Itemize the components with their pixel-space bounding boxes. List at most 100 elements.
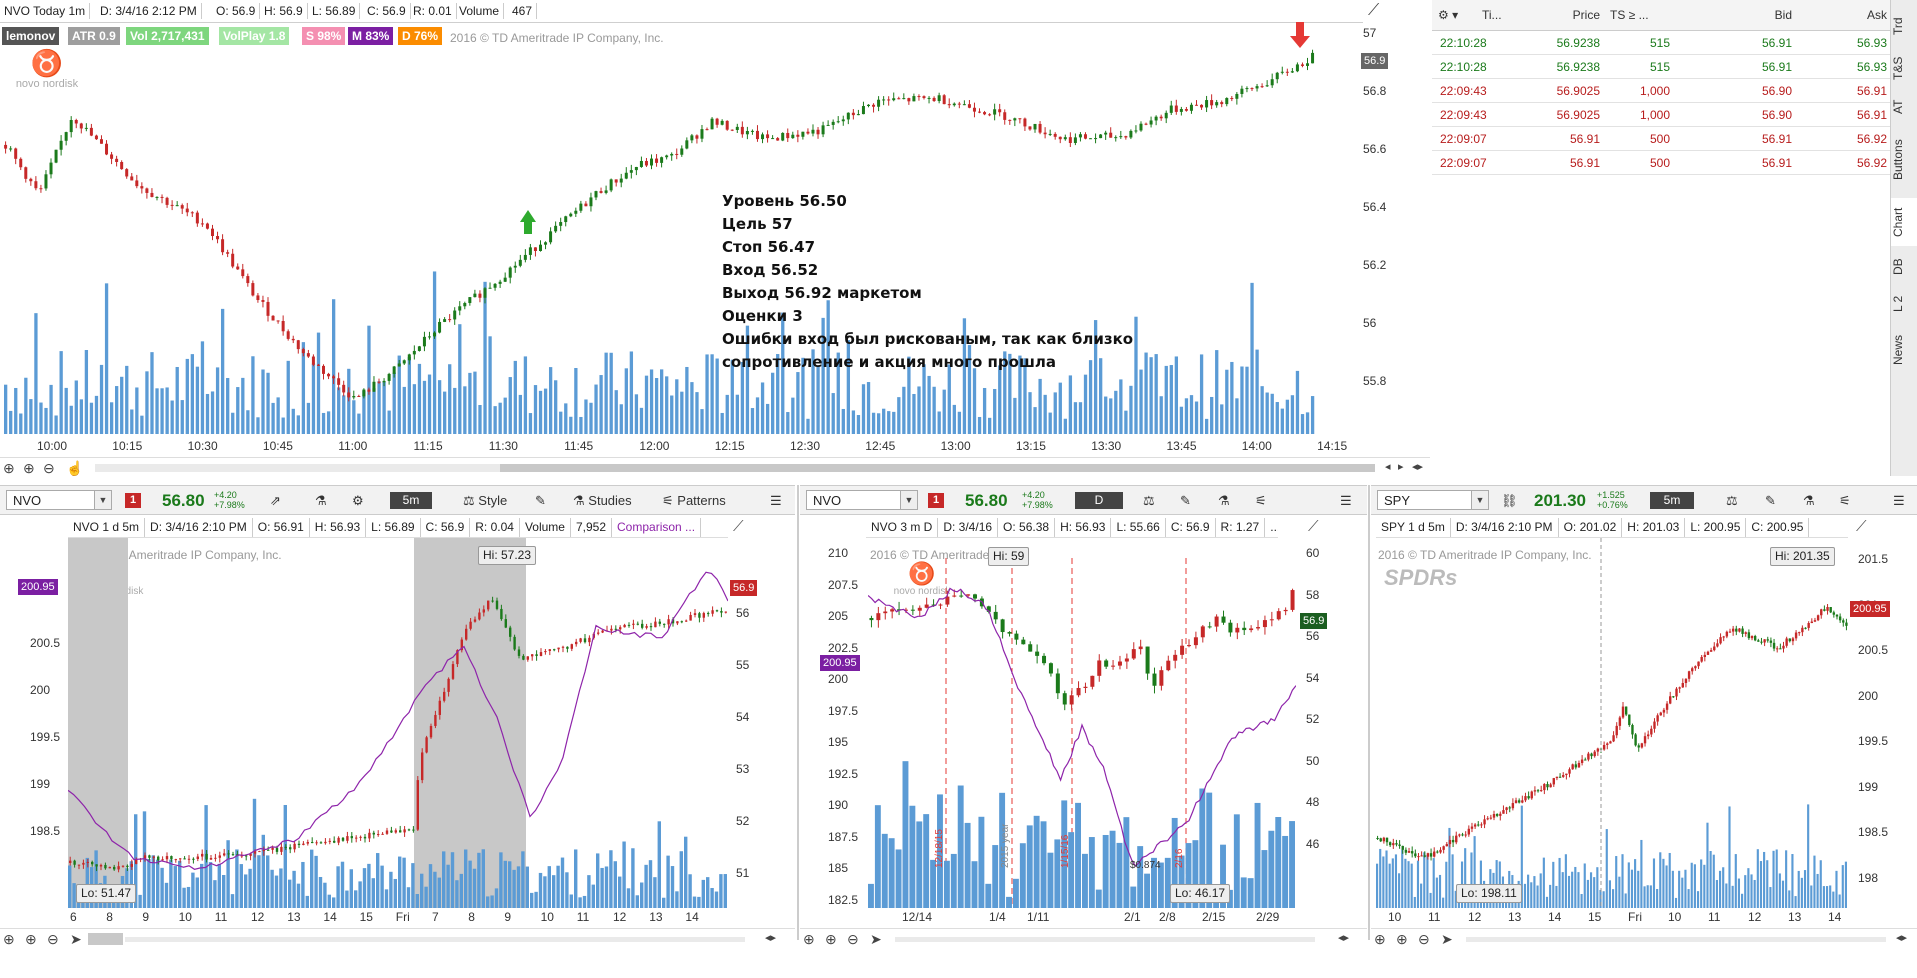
style-icon[interactable]: ⚖	[1143, 493, 1155, 508]
ts-row[interactable]: 22:10:28 56.9238 515 56.91 56.93	[1432, 31, 1890, 55]
chart-settings-icon[interactable]: ⟋	[1368, 2, 1380, 19]
main-scrollbar-track[interactable]	[95, 464, 1375, 472]
panel2-timeframe[interactable]: D	[1075, 492, 1123, 509]
candle-body	[1260, 86, 1264, 88]
y-tick-left: 200.5	[30, 636, 61, 650]
tab-chart[interactable]: Chart	[1891, 198, 1917, 246]
panel2-symbol-input[interactable]: NVO ▼	[806, 490, 918, 510]
main-scrollbar-thumb[interactable]	[500, 464, 1375, 472]
pencil-icon[interactable]: ✎	[535, 493, 546, 508]
zoom-out-icon[interactable]: ⊖	[47, 931, 59, 947]
style-icon[interactable]: ⚖	[1726, 493, 1738, 508]
chevron-down-icon[interactable]: ▼	[900, 491, 917, 509]
tab-trd[interactable]: Trd	[1891, 17, 1905, 35]
expand-icon[interactable]: ◂▸	[1896, 932, 1908, 944]
expand-icon[interactable]: ◂▸	[765, 932, 777, 944]
scroll-right-icon[interactable]: ▸	[1398, 461, 1404, 473]
crosshair-icon[interactable]: ⊕	[3, 460, 15, 476]
candle-body	[846, 112, 850, 120]
tab-ts[interactable]: T&S	[1891, 56, 1905, 80]
patterns-icon[interactable]: ⚟	[1255, 493, 1267, 508]
menu-icon[interactable]: ☰	[1340, 493, 1352, 508]
share-icon[interactable]: ⇗	[270, 493, 281, 508]
flask-icon[interactable]: ⚗	[315, 493, 327, 508]
panel3-chart[interactable]	[1376, 538, 1848, 908]
volume-bar	[200, 341, 205, 434]
volume-bar	[1164, 365, 1168, 434]
ts-col-time[interactable]: Ti...	[1482, 8, 1502, 22]
panel1-drawing-icon[interactable]: ⟋	[733, 518, 744, 535]
ts-col-size[interactable]: TS ≥ ...	[1610, 8, 1649, 22]
panel2-alert-badge[interactable]: 1	[928, 493, 944, 508]
candle-body	[924, 604, 929, 608]
pointer-icon[interactable]: ➤	[870, 931, 882, 947]
style-button[interactable]: ⚖ Style	[463, 493, 507, 509]
panel3-scrollbar-track[interactable]	[1466, 937, 1886, 942]
flask-icon[interactable]: ⚗	[1803, 493, 1815, 508]
panel-divider[interactable]	[1368, 485, 1370, 940]
tab-buttons[interactable]: Buttons	[1891, 139, 1905, 181]
main-price-chart[interactable]	[0, 22, 1363, 437]
ts-row[interactable]: 22:09:43 56.9025 1,000 56.90 56.91	[1432, 103, 1890, 127]
panel1-symbol-input[interactable]: NVO ▼	[6, 490, 112, 510]
pencil-icon[interactable]: ✎	[1180, 493, 1191, 508]
panel3-symbol-input[interactable]: SPY ▼	[1377, 490, 1489, 510]
chart-symbol-timeframe[interactable]: NVO Today 1m	[0, 3, 91, 19]
chevron-down-icon[interactable]: ▼	[94, 491, 111, 509]
p2-info-more[interactable]: ...	[1265, 518, 1278, 537]
panel1-scrollbar-track[interactable]	[125, 937, 745, 942]
panel3-timeframe[interactable]: 5m	[1650, 492, 1694, 509]
zoom-in-icon[interactable]: ⊕	[1396, 931, 1408, 947]
flask-icon[interactable]: ⚗	[1218, 493, 1230, 508]
zoom-out-icon[interactable]: ⊖	[847, 931, 859, 947]
menu-icon[interactable]: ☰	[1893, 493, 1905, 508]
panel1-chart[interactable]	[68, 538, 728, 908]
pencil-icon[interactable]: ✎	[1765, 493, 1776, 508]
expand-icon[interactable]: ◂▸	[1412, 461, 1424, 473]
panel2-scrollbar-track[interactable]	[895, 937, 1315, 942]
zoom-in-icon[interactable]: ⊕	[25, 931, 37, 947]
zoom-out-icon[interactable]: ⊖	[43, 460, 55, 476]
volume-bar	[1703, 864, 1706, 908]
ts-row[interactable]: 22:09:43 56.9025 1,000 56.90 56.91	[1432, 79, 1890, 103]
panel1-scrollbar-thumb[interactable]	[88, 933, 123, 945]
expand-icon[interactable]: ◂▸	[1338, 932, 1350, 944]
ts-col-ask[interactable]: Ask	[1866, 8, 1887, 22]
panel1-timeframe[interactable]: 5m	[390, 492, 432, 509]
ts-settings-icon[interactable]: ⚙ ▾	[1438, 8, 1459, 22]
pointer-icon[interactable]: ➤	[70, 931, 82, 947]
ts-row[interactable]: 22:10:28 56.9238 515 56.91 56.93	[1432, 55, 1890, 79]
panel2-chart[interactable]: 12/18/15 2015 year 1/15/16 2/16	[868, 538, 1296, 908]
panel3-drawing-icon[interactable]: ⟋	[1856, 518, 1867, 535]
tab-at[interactable]: AT	[1891, 99, 1905, 115]
chevron-down-icon[interactable]: ▼	[1471, 491, 1488, 509]
patterns-icon[interactable]: ⚟	[1839, 493, 1851, 508]
zoom-in-icon[interactable]: ⊕	[825, 931, 837, 947]
candle-body	[1154, 116, 1158, 121]
crosshair-icon[interactable]: ⊕	[3, 931, 15, 947]
ts-row[interactable]: 22:09:07 56.91 500 56.91 56.92	[1432, 151, 1890, 175]
menu-icon[interactable]: ☰	[770, 493, 782, 508]
link-icon[interactable]: ⛓	[1501, 493, 1518, 508]
pointer-icon[interactable]: ➤	[1441, 931, 1453, 947]
ts-col-bid[interactable]: Bid	[1774, 8, 1792, 22]
ts-row[interactable]: 22:09:07 56.91 500 56.91 56.92	[1432, 127, 1890, 151]
tab-db[interactable]: DB	[1891, 258, 1905, 276]
tab-l2[interactable]: L 2	[1891, 295, 1905, 313]
scroll-left-icon[interactable]: ◂	[1385, 461, 1391, 473]
patterns-button[interactable]: ⚟ Patterns	[662, 493, 726, 509]
ts-cell-bid: 56.90	[1761, 84, 1792, 98]
crosshair-icon[interactable]: ⊕	[803, 931, 815, 947]
panel-divider[interactable]	[797, 485, 799, 940]
ts-col-price[interactable]: Price	[1572, 8, 1600, 22]
panel1-alert-badge[interactable]: 1	[125, 493, 141, 508]
pan-hand-icon[interactable]: ☝	[66, 460, 84, 476]
tab-news[interactable]: News	[1891, 335, 1905, 366]
zoom-out-icon[interactable]: ⊖	[1418, 931, 1430, 947]
panel2-drawing-icon[interactable]: ⟋	[1308, 518, 1319, 535]
gear-icon[interactable]: ⚙	[352, 493, 364, 508]
studies-button[interactable]: ⚗ Studies	[573, 493, 632, 509]
zoom-in-icon[interactable]: ⊕	[23, 460, 35, 476]
crosshair-icon[interactable]: ⊕	[1374, 931, 1386, 947]
p1-comparison-link[interactable]: Comparison ...	[612, 518, 702, 537]
